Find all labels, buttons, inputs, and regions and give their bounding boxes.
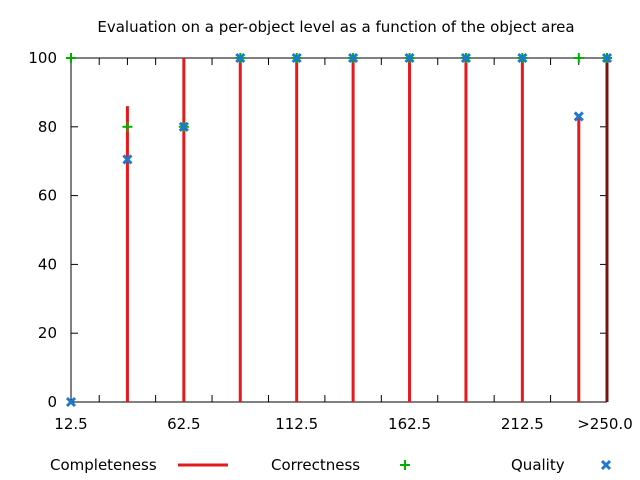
- legend-label-completeness: Completeness: [50, 456, 157, 474]
- correctness-point: [573, 53, 584, 63]
- legend-item-quality: Quality: [511, 456, 612, 474]
- x-tick-label: >250.0: [577, 415, 633, 433]
- x-tick-label: 12.5: [54, 415, 87, 433]
- data-marks: [65, 52, 613, 408]
- x-tick-label: 162.5: [388, 415, 431, 433]
- y-tick-label: 20: [38, 324, 57, 342]
- plot-area: 0 20 40 60 80 100 12.5 62.5 112.5 162.5 212.5 >250…: [28, 49, 632, 433]
- quality-point: [235, 52, 246, 64]
- quality-point: [601, 52, 613, 64]
- y-tick-label: 100: [28, 49, 57, 67]
- y-tick-label: 0: [47, 393, 57, 411]
- y-tick-label: 60: [38, 187, 57, 205]
- legend-label-correctness: Correctness: [271, 456, 360, 474]
- quality-point: [65, 396, 77, 408]
- y-tick-label: 80: [38, 118, 57, 136]
- legend-item-completeness: Completeness: [50, 456, 228, 474]
- y-ticks: 0 20 40 60 80 100: [28, 49, 607, 411]
- quality-point: [404, 52, 415, 64]
- x-tick-label: 212.5: [501, 415, 544, 433]
- legend: Completeness Correctness Quality: [50, 456, 612, 474]
- x-tick-label: 112.5: [275, 415, 318, 433]
- correctness-point: [122, 121, 133, 132]
- quality-point: [122, 154, 133, 165]
- legend-item-correctness: Correctness: [271, 456, 410, 474]
- quality-point: [291, 52, 302, 64]
- chart-title: Evaluation on a per-object level as a fu…: [97, 18, 574, 36]
- quality-point: [348, 52, 359, 64]
- quality-point: [573, 111, 584, 122]
- x-tick-label: 62.5: [167, 415, 200, 433]
- quality-point: [178, 121, 189, 132]
- y-tick-label: 40: [38, 255, 57, 273]
- legend-swatch-quality: [600, 459, 612, 471]
- legend-label-quality: Quality: [511, 456, 565, 474]
- correctness-point: [66, 53, 76, 63]
- quality-point: [460, 52, 472, 64]
- legend-swatch-correctness: [400, 460, 410, 470]
- quality-point: [517, 52, 528, 64]
- x-ticks: 12.5 62.5 112.5 162.5 212.5 >250.0: [54, 58, 633, 433]
